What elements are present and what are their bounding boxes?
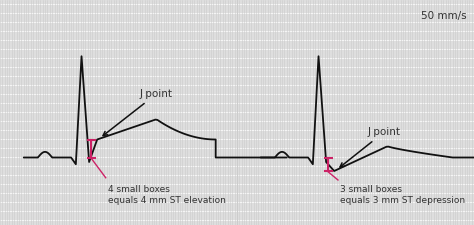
Text: 4 small boxes
equals 4 mm ST elevation: 4 small boxes equals 4 mm ST elevation bbox=[108, 184, 226, 205]
Text: J point: J point bbox=[103, 89, 173, 136]
Text: J point: J point bbox=[340, 127, 401, 167]
Text: 3 small boxes
equals 3 mm ST depression: 3 small boxes equals 3 mm ST depression bbox=[340, 184, 465, 205]
Text: 50 mm/s: 50 mm/s bbox=[421, 11, 467, 21]
